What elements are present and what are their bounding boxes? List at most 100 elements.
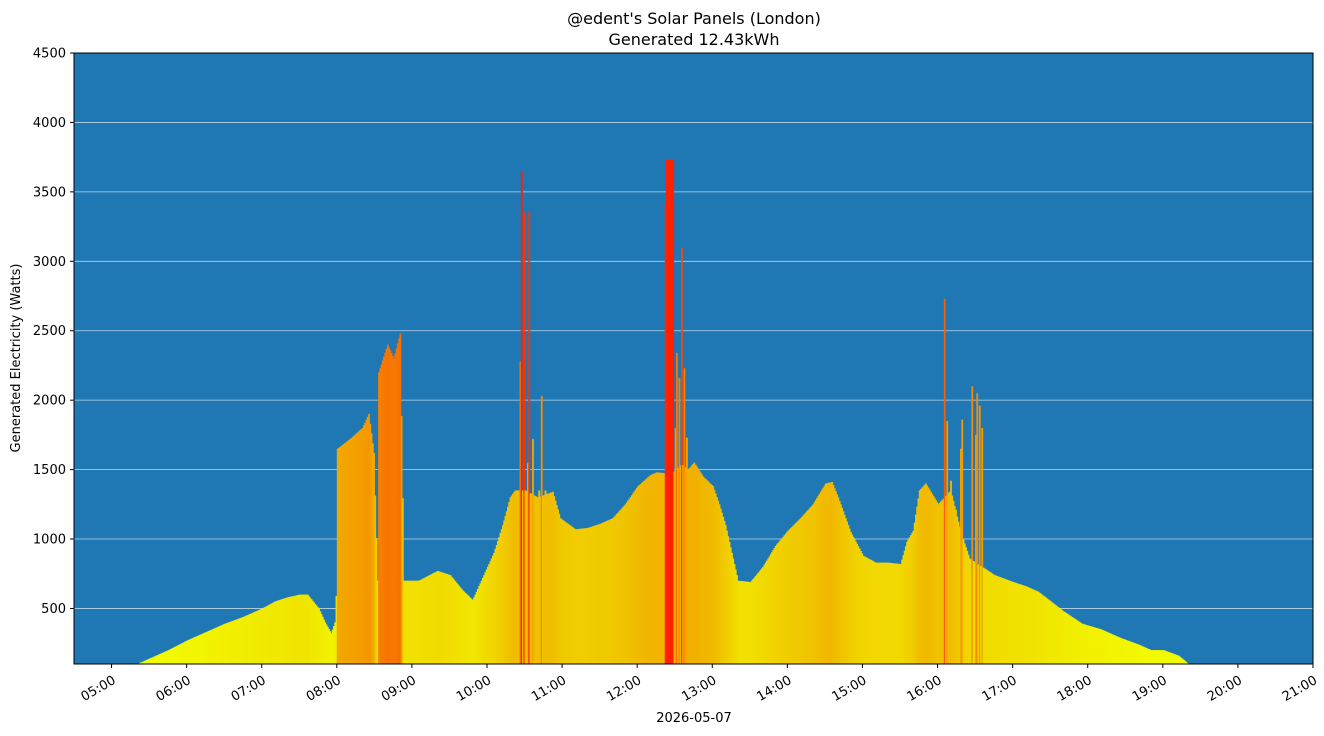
generation-bar: [1145, 647, 1148, 664]
generation-bar: [558, 513, 561, 664]
generation-bar: [971, 386, 974, 664]
generation-bar: [379, 368, 382, 664]
generation-bar: [921, 487, 924, 664]
generation-bar: [161, 652, 164, 664]
generation-bar: [1160, 650, 1163, 664]
generation-bar: [1120, 638, 1123, 664]
generation-bar: [369, 423, 372, 664]
generation-bar: [1090, 626, 1093, 664]
generation-bar: [340, 445, 343, 664]
generation-bar: [732, 558, 735, 664]
generation-bar: [1065, 612, 1068, 664]
generation-bar: [231, 620, 234, 664]
generation-bar: [629, 497, 632, 664]
generation-bar: [478, 586, 481, 664]
generation-bar: [1156, 650, 1159, 664]
generation-bar: [1083, 624, 1086, 664]
generation-bar: [978, 405, 981, 664]
generation-bar: [524, 490, 527, 664]
generation-bar: [510, 495, 513, 664]
generation-bar: [220, 625, 223, 664]
generation-bar: [622, 507, 625, 664]
generation-bar: [868, 559, 871, 664]
generation-bar: [570, 526, 573, 664]
generation-bar: [1129, 641, 1131, 664]
generation-bar: [324, 622, 327, 664]
generation-bar: [613, 516, 616, 664]
generation-bar: [694, 464, 697, 664]
generation-bar: [703, 477, 706, 664]
generation-bar: [819, 491, 822, 664]
generation-bar: [209, 630, 212, 664]
generation-bar: [430, 574, 433, 664]
generation-bar: [692, 464, 695, 664]
generation-bar: [1040, 593, 1043, 664]
generation-bar: [1184, 660, 1186, 664]
generation-bar: [1063, 612, 1066, 664]
generation-bar: [970, 559, 972, 664]
generation-bar: [922, 486, 925, 664]
generation-bar: [176, 645, 179, 664]
generation-bar: [742, 581, 745, 664]
generation-bar: [410, 580, 413, 664]
generation-bar: [774, 545, 777, 664]
generation-bar: [1109, 633, 1111, 664]
generation-bar: [185, 641, 188, 664]
generation-bar: [545, 494, 548, 664]
generation-bar: [753, 577, 756, 664]
generation-bar: [167, 650, 170, 664]
generation-bar: [619, 509, 622, 664]
generation-bar: [948, 491, 951, 664]
generation-bar: [1028, 587, 1031, 664]
generation-bar: [799, 518, 802, 664]
generation-bar: [150, 657, 153, 664]
generation-bar: [378, 372, 380, 664]
generation-bar: [314, 603, 317, 664]
generation-bar: [159, 654, 161, 664]
generation-bar: [849, 532, 852, 664]
generation-bar: [743, 581, 746, 664]
generation-bar: [905, 546, 907, 664]
generation-bar: [305, 594, 308, 664]
generation-bar: [659, 472, 662, 664]
generation-bar: [579, 528, 582, 664]
generation-bar: [650, 474, 653, 664]
generation-bar: [502, 525, 504, 664]
generation-bar: [465, 594, 468, 664]
generation-bar: [1116, 636, 1119, 664]
generation-bar: [1045, 597, 1048, 664]
generation-bar: [389, 350, 392, 664]
generation-bar: [967, 554, 970, 664]
generation-bar: [306, 594, 309, 664]
generation-bar: [1086, 625, 1089, 664]
generation-bar: [618, 511, 621, 664]
generation-bar: [1114, 635, 1116, 664]
generation-bar: [393, 358, 395, 664]
generation-bar: [998, 576, 1001, 664]
generation-bar: [339, 446, 342, 664]
generation-bar: [329, 631, 332, 664]
generation-bar: [1131, 642, 1134, 664]
x-tick-label: 15:00: [830, 673, 870, 705]
generation-bar: [323, 619, 325, 664]
generation-bar: [1164, 650, 1166, 664]
generation-bar: [762, 566, 765, 664]
generation-bar: [796, 521, 798, 664]
generation-bar: [783, 535, 786, 664]
generation-bar: [903, 550, 906, 664]
y-tick-label: 3500: [33, 185, 66, 200]
generation-bar: [451, 578, 454, 664]
generation-bar: [443, 573, 446, 664]
generation-bar: [1057, 607, 1060, 664]
generation-bar: [394, 353, 397, 664]
generation-bar: [280, 599, 283, 664]
generation-bar: [1036, 591, 1039, 664]
generation-bar: [707, 481, 710, 664]
generation-bar: [963, 543, 966, 664]
generation-bar: [283, 598, 285, 664]
generation-bar: [424, 577, 427, 664]
generation-bar: [421, 578, 424, 664]
generation-bar: [303, 594, 305, 664]
generation-bar: [1073, 618, 1076, 664]
